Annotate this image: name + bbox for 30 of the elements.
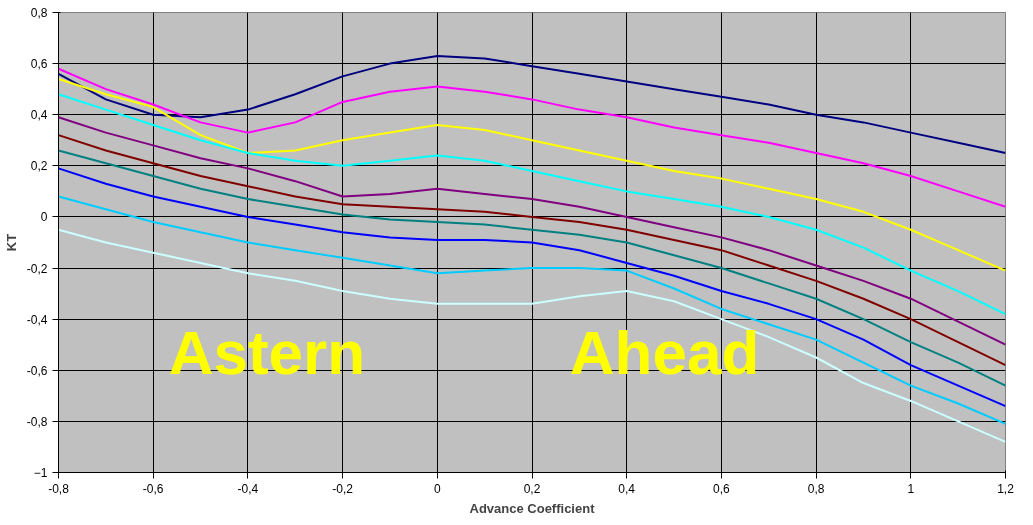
- y-axis-title: KT: [3, 233, 19, 252]
- x-tick-label: -0,2: [332, 481, 354, 496]
- y-tick-label: -0,4: [26, 312, 48, 327]
- y-tick-label: -0,2: [26, 261, 48, 276]
- x-tick-label: 1,2: [997, 481, 1015, 496]
- line-series: [58, 54, 1006, 155]
- line-series: [58, 167, 1006, 408]
- line-series: [58, 93, 1006, 316]
- x-tick-label: -0,4: [237, 481, 259, 496]
- x-tick-label: -0,6: [142, 481, 164, 496]
- y-tick-label: 0,2: [30, 159, 48, 174]
- x-tick-label: 0,4: [618, 481, 636, 496]
- y-tick-label: 0,8: [30, 6, 48, 20]
- line-series: [58, 195, 1006, 425]
- y-tick-label: -0,6: [26, 363, 48, 378]
- x-tick-label: -0,8: [48, 481, 70, 496]
- y-tick-label: −1: [33, 466, 48, 480]
- x-tick-label: 0,8: [807, 481, 825, 496]
- x-tick-label: 0,6: [713, 481, 731, 496]
- x-tick-label: 1: [907, 481, 915, 496]
- y-tick-label: 0,6: [30, 57, 48, 72]
- x-tick-label: 0: [433, 481, 441, 496]
- x-axis-title: Advance Coefficient: [469, 500, 596, 516]
- line-series: [58, 67, 1006, 208]
- line-series: [58, 77, 1006, 272]
- line-series: [58, 228, 1006, 443]
- y-tick-label: 0: [40, 210, 48, 225]
- x-tick-label: 0,2: [523, 481, 541, 496]
- y-tick-label: 0,4: [30, 108, 48, 123]
- y-tick-label: -0,8: [26, 414, 48, 429]
